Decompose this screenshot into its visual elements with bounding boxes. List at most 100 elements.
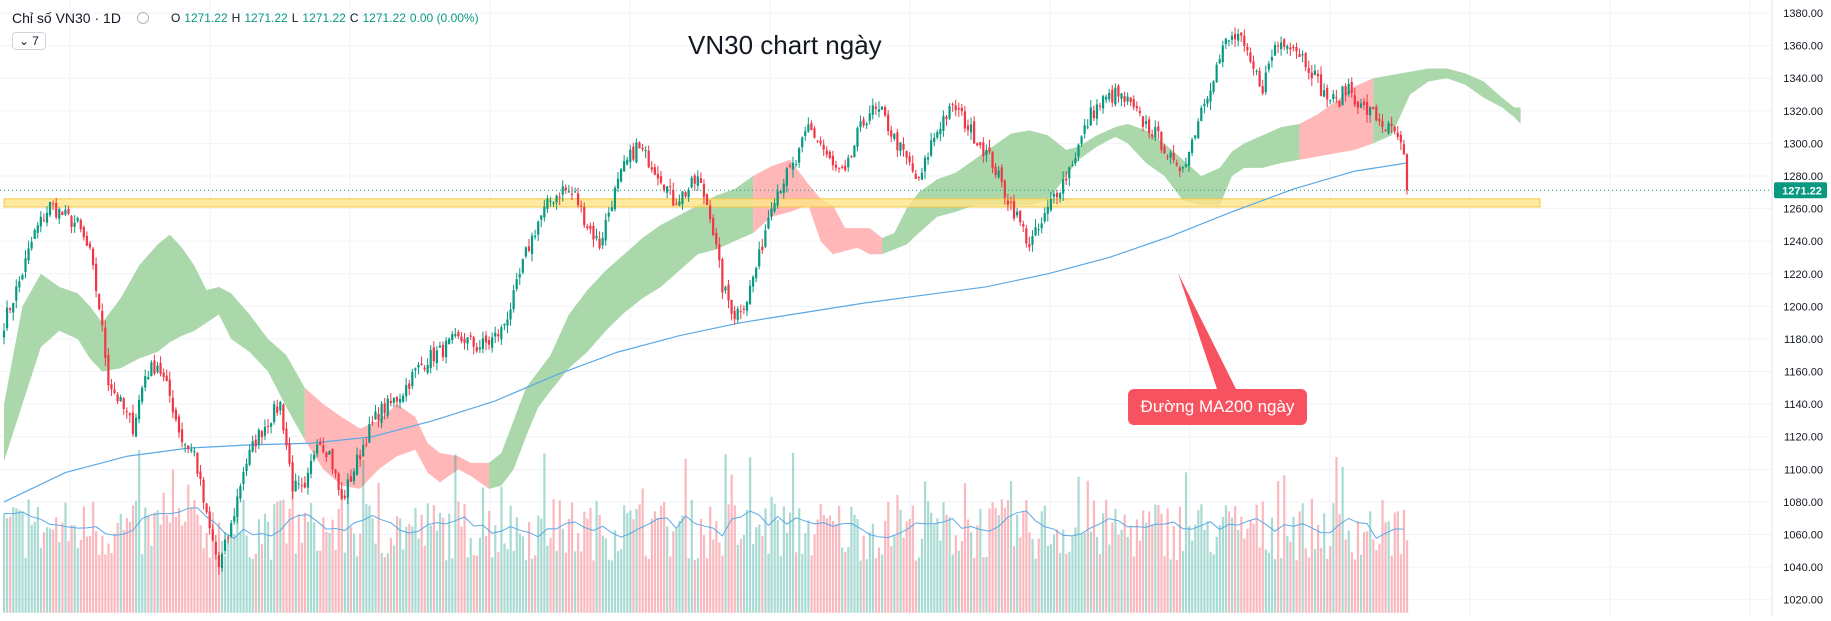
candle-body <box>920 172 924 180</box>
volume-bar <box>684 458 687 613</box>
candle <box>349 469 353 483</box>
volume-bar <box>653 511 657 613</box>
candle-body <box>666 186 669 193</box>
volume-bar <box>220 540 224 613</box>
candle <box>1353 88 1356 107</box>
candle-body <box>948 105 951 119</box>
candle <box>988 139 991 155</box>
candle-body <box>454 334 457 336</box>
candle <box>1341 85 1344 106</box>
candle <box>887 110 890 136</box>
candle <box>297 475 300 490</box>
volume-bar <box>715 521 718 613</box>
volume-bar <box>1095 536 1099 613</box>
candle-body <box>107 354 110 386</box>
candle <box>21 273 24 281</box>
candle <box>1187 151 1191 172</box>
candle-body <box>1012 201 1016 219</box>
candle <box>365 437 368 448</box>
volume-bar <box>1046 545 1049 613</box>
candle <box>472 335 475 355</box>
volume-bar <box>469 538 472 613</box>
candle <box>340 482 343 501</box>
candle <box>248 444 251 467</box>
candle-body <box>1114 87 1117 105</box>
candle-body <box>945 116 948 120</box>
candle <box>1390 116 1393 133</box>
volume-bar <box>472 555 475 613</box>
candle-body <box>368 423 371 443</box>
candle-body <box>355 454 359 475</box>
price-axis-tick-label: 1220.00 <box>1783 269 1823 281</box>
candle <box>865 121 868 130</box>
candle <box>675 198 678 206</box>
candle <box>890 125 893 143</box>
volume-bar <box>1000 499 1003 613</box>
candle-body <box>137 399 141 420</box>
candle-body <box>478 347 481 350</box>
candle-body <box>251 441 254 452</box>
volume-bar <box>1258 547 1261 613</box>
candle-body <box>322 445 325 452</box>
volume-bar <box>110 553 113 613</box>
candle <box>724 285 727 294</box>
volume-bar <box>1366 531 1369 613</box>
candle-body <box>1215 64 1218 83</box>
candle <box>942 110 945 137</box>
volume-bar <box>822 514 825 613</box>
candle <box>589 222 592 234</box>
candle-body <box>33 230 36 240</box>
candle-body <box>1338 100 1341 107</box>
candle-body <box>973 121 976 144</box>
candle <box>469 332 472 341</box>
candle-body <box>448 338 451 345</box>
candle <box>580 200 583 213</box>
candle-body <box>957 108 960 110</box>
candle-body <box>1006 200 1009 205</box>
candle <box>1246 43 1249 56</box>
volume-bar <box>810 555 813 613</box>
volume-bar <box>1209 551 1212 613</box>
candle <box>1203 99 1206 114</box>
candle-body <box>1292 46 1295 49</box>
candle <box>429 345 432 374</box>
volume-bar <box>549 537 552 613</box>
candle <box>91 246 95 270</box>
candle <box>1141 115 1145 132</box>
volume-bar <box>150 545 153 613</box>
candle-body <box>662 185 666 191</box>
candle-body <box>116 394 119 402</box>
candle-body <box>417 364 420 368</box>
candle-body <box>223 539 227 551</box>
candle-body <box>850 156 853 158</box>
candle <box>466 336 469 351</box>
volume-bar <box>1387 521 1390 613</box>
symbol-title[interactable]: Chỉ số VN30 · 1D <box>12 10 121 26</box>
volume-bar <box>610 560 614 613</box>
volume-bar <box>356 556 359 613</box>
volume-bar <box>1206 521 1209 613</box>
candle <box>45 206 49 227</box>
indicators-toggle-button[interactable]: ⌄ 7 <box>12 32 46 50</box>
volume-bar <box>199 525 202 613</box>
volume-bar <box>1252 523 1255 613</box>
candle <box>564 184 567 194</box>
volume-bar <box>1117 534 1120 613</box>
candle-body <box>1224 38 1227 45</box>
candle <box>880 106 884 110</box>
candle <box>555 194 558 210</box>
volume-bar <box>331 519 334 613</box>
candle-body <box>2 330 6 338</box>
volume-bar <box>101 535 104 613</box>
volume-bar <box>739 538 742 613</box>
volume-bar <box>991 502 994 613</box>
volume-bar <box>392 545 396 613</box>
candle-body <box>632 146 635 160</box>
candle <box>322 437 325 454</box>
candle-body <box>1135 105 1138 109</box>
candle <box>1126 92 1129 106</box>
candle-body <box>794 163 798 165</box>
price-axis-tick-label: 1280.00 <box>1783 171 1823 183</box>
